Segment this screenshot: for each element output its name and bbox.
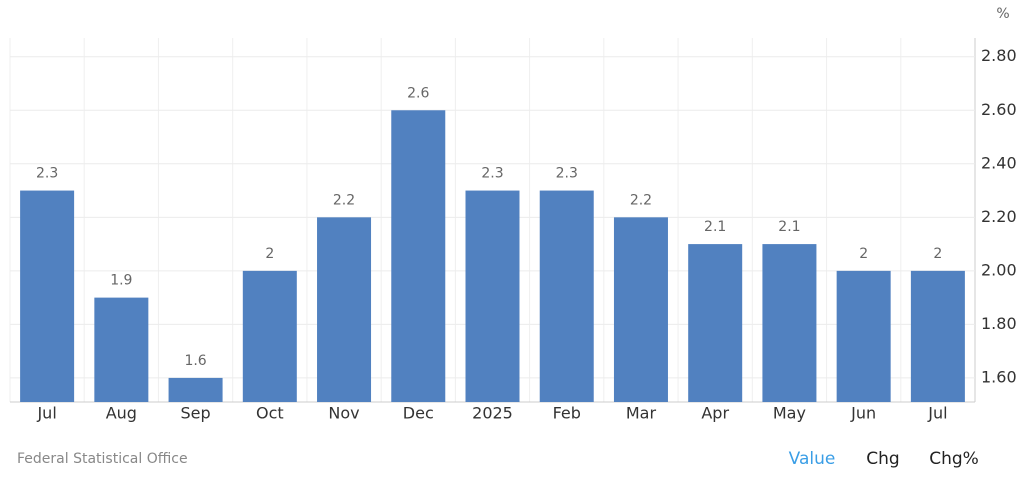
data-label: 1.6 (184, 353, 206, 369)
chg-button[interactable]: Chg (866, 449, 899, 469)
y-tick-label: 2.80 (981, 46, 1017, 65)
chg-pct-button[interactable]: Chg% (929, 449, 979, 469)
data-label: 2.1 (704, 219, 726, 235)
data-label: 2.2 (333, 192, 355, 208)
x-tick-label: May (773, 404, 806, 423)
bar (836, 270, 891, 402)
bar (613, 217, 668, 402)
x-tick-label: Aug (106, 404, 137, 423)
data-label: 2.3 (556, 166, 578, 182)
data-label: 2 (859, 246, 868, 262)
value-button[interactable]: Value (789, 449, 836, 469)
bar (94, 297, 149, 402)
y-tick-label: 2.60 (981, 100, 1017, 119)
bar (317, 217, 372, 402)
bar (762, 244, 817, 402)
x-tick-label: Mar (626, 404, 657, 423)
y-tick-label: 2.20 (981, 207, 1017, 226)
bar (539, 190, 594, 402)
bar (20, 190, 75, 402)
x-tick-label: Nov (328, 404, 359, 423)
source: Federal Statistical Office (17, 451, 188, 467)
bar (688, 244, 743, 402)
data-label: 2.3 (36, 166, 58, 182)
data-label: 2 (265, 246, 274, 262)
unit-label: % (996, 6, 1009, 22)
x-tick-label: 2025 (472, 404, 513, 423)
bar (391, 110, 446, 402)
x-tick-label: Dec (403, 404, 434, 423)
y-tick-label: 1.80 (981, 314, 1017, 333)
data-label: 2.3 (481, 166, 503, 182)
y-tick-label: 1.60 (981, 367, 1017, 386)
data-label: 2.6 (407, 85, 429, 101)
y-tick-label: 2.00 (981, 260, 1017, 279)
data-label: 2.2 (630, 192, 652, 208)
data-label: 2 (933, 246, 942, 262)
x-tick-label: Jul (927, 404, 947, 423)
y-tick-label: 2.40 (981, 153, 1017, 172)
bar (910, 270, 965, 402)
bar (168, 377, 223, 402)
x-tick-label: Feb (553, 404, 581, 423)
x-tick-label: Apr (701, 404, 729, 423)
bar (465, 190, 520, 402)
x-tick-label: Oct (256, 404, 284, 423)
bar (242, 270, 297, 402)
x-tick-label: Jul (36, 404, 56, 423)
x-tick-label: Sep (180, 404, 210, 423)
x-tick-label: Jun (850, 404, 876, 423)
data-label: 2.1 (778, 219, 800, 235)
data-label: 1.9 (110, 273, 132, 289)
